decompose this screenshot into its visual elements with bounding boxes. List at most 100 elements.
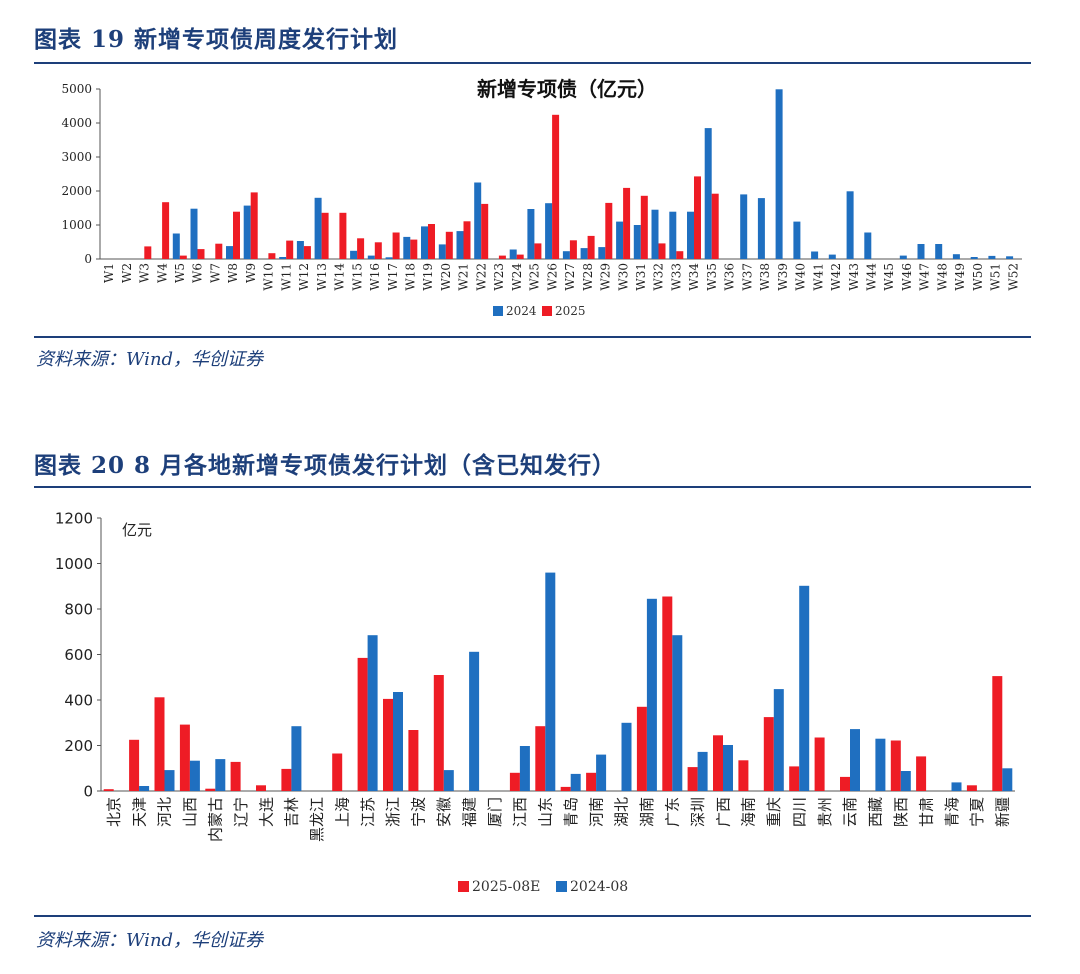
x-tick-label: 山东 xyxy=(537,797,555,827)
bar-2024-08-四川 xyxy=(799,585,810,791)
bar-2024-08-陕西 xyxy=(900,771,911,791)
x-tick-label: W40 xyxy=(794,263,808,291)
bar-2025-08E-重庆 xyxy=(763,717,774,791)
x-tick-label: W1 xyxy=(102,263,116,283)
y-tick-label: 5000 xyxy=(61,82,92,96)
bar-2024-W11 xyxy=(279,257,287,259)
bar-2024-W28 xyxy=(580,248,588,259)
bar-2024-08-山西 xyxy=(189,760,200,791)
provincial-issuance-chart: 亿元 0 200 400 600 800 1000 1200 北京 天津 河北 山西 内蒙古 辽宁 大连… xyxy=(55,509,1015,895)
bar-2024-W21 xyxy=(456,231,464,259)
bar-2025-W28 xyxy=(587,235,595,259)
x-tick-label: W14 xyxy=(333,263,347,291)
bar-2025-W30 xyxy=(623,187,631,259)
y-axis-ticks: 0 1000 2000 3000 4000 5000 xyxy=(61,82,100,266)
bar-2025-W34 xyxy=(694,176,701,259)
bar-2024-08-深圳 xyxy=(697,751,708,791)
bar-2025-W9 xyxy=(250,192,258,259)
x-tick-label: W6 xyxy=(191,263,205,283)
bar-2025-W16 xyxy=(374,242,382,259)
x-tick-label: 内蒙古 xyxy=(207,797,225,842)
y-tick-label: 1200 xyxy=(55,509,93,527)
bar-2025-08E-吉林 xyxy=(281,768,292,791)
figure-19-top-rule xyxy=(34,62,1031,64)
bar-2024-W20 xyxy=(438,244,446,259)
bar-2024-W35 xyxy=(704,128,712,259)
x-tick-label: 北京 xyxy=(105,797,123,827)
bar-2025-W35 xyxy=(711,193,719,259)
bar-2025-08E-贵州 xyxy=(814,737,825,791)
x-axis-tick-labels: W1 W2 W3 W4 W5 W6 W7 W8 W9 W10 W11 W12 W13 W14 W15 W16 W… xyxy=(102,263,1020,291)
x-tick-label: W36 xyxy=(723,263,737,291)
bar-2025-W21 xyxy=(463,221,471,259)
bar-2025-08E-山东 xyxy=(535,726,546,791)
y-tick-label: 400 xyxy=(64,691,93,709)
bar-2025-08E-海南 xyxy=(738,760,749,791)
legend-swatch-2025 xyxy=(542,306,552,316)
bar-2025-08E-大连 xyxy=(256,785,266,791)
bar-2025-W6 xyxy=(197,249,205,259)
x-tick-label: W49 xyxy=(953,263,967,291)
x-tick-label: W17 xyxy=(386,263,400,291)
bar-2024-W17 xyxy=(385,257,393,259)
bar-2024-W49 xyxy=(952,254,960,259)
bar-2024-W48 xyxy=(935,244,943,259)
bar-2025-W7 xyxy=(215,243,223,259)
x-tick-label: 青岛 xyxy=(562,797,580,827)
bar-2024-08-河北 xyxy=(164,770,175,791)
x-tick-label: 海南 xyxy=(740,797,758,827)
bar-2025-08E-河北 xyxy=(154,697,165,791)
x-tick-label: 安徽 xyxy=(435,797,453,827)
bar-2025-W14 xyxy=(339,212,347,259)
bar-2024-W15 xyxy=(350,250,358,259)
bar-2025-W12 xyxy=(303,246,311,259)
x-tick-label: 重庆 xyxy=(765,797,783,827)
x-tick-label: W16 xyxy=(368,263,382,291)
x-tick-label: W3 xyxy=(138,263,152,283)
bar-2024-08-浙江 xyxy=(393,692,403,791)
bar-2025-08E-山西 xyxy=(179,724,190,791)
bar-2025-W25 xyxy=(534,243,542,259)
y-axis-unit-label: 亿元 xyxy=(122,521,152,539)
x-tick-label: W39 xyxy=(776,263,790,291)
bar-2025-08E-江西 xyxy=(509,772,520,791)
x-tick-label: 贵州 xyxy=(816,797,834,827)
legend-label-2024: 2024 xyxy=(506,304,537,318)
x-tick-label: W47 xyxy=(918,263,932,291)
y-tick-label: 4000 xyxy=(61,116,92,130)
legend-label-2025-08e: 2025-08E xyxy=(472,879,540,895)
bar-2024-W12 xyxy=(296,241,304,259)
bar-2025-08E-内蒙古 xyxy=(205,788,216,791)
x-tick-label: W52 xyxy=(1006,263,1020,291)
bar-2025-W18 xyxy=(410,239,418,259)
x-tick-label: W42 xyxy=(829,263,843,291)
bar-2025-08E-云南 xyxy=(840,776,850,791)
bar-2024-W43 xyxy=(846,191,854,259)
x-tick-label: W30 xyxy=(616,263,630,291)
x-tick-label: 河北 xyxy=(156,797,174,827)
bar-2024-08-福建 xyxy=(469,651,480,791)
bar-2025-08E-江苏 xyxy=(357,657,368,791)
legend: 2024 2025 xyxy=(493,304,586,318)
bar-2024-W39 xyxy=(775,89,783,259)
bar-2024-08-广东 xyxy=(672,635,683,791)
bar-2025-08E-四川 xyxy=(789,766,800,791)
x-tick-label: W2 xyxy=(120,263,134,283)
bar-2025-W20 xyxy=(445,231,453,259)
bar-2024-08-江苏 xyxy=(367,635,378,791)
bar-2025-W24 xyxy=(516,254,524,259)
bar-2025-W22 xyxy=(481,203,489,259)
bar-2025-08E-广西 xyxy=(713,735,723,791)
bar-2025-W33 xyxy=(676,251,684,259)
bar-2025-W3 xyxy=(144,246,152,259)
bar-2024-08-江西 xyxy=(519,746,530,791)
bar-2025-W19 xyxy=(428,224,435,259)
x-tick-label: 新疆 xyxy=(994,797,1012,827)
x-tick-label: W44 xyxy=(865,263,879,291)
x-tick-label: W38 xyxy=(758,263,772,291)
x-tick-label: W29 xyxy=(599,263,613,291)
legend-swatch-2024-08 xyxy=(556,881,567,892)
x-tick-label: 广东 xyxy=(664,797,682,827)
x-tick-label: 江西 xyxy=(511,797,529,827)
legend-label-2025: 2025 xyxy=(555,304,586,318)
